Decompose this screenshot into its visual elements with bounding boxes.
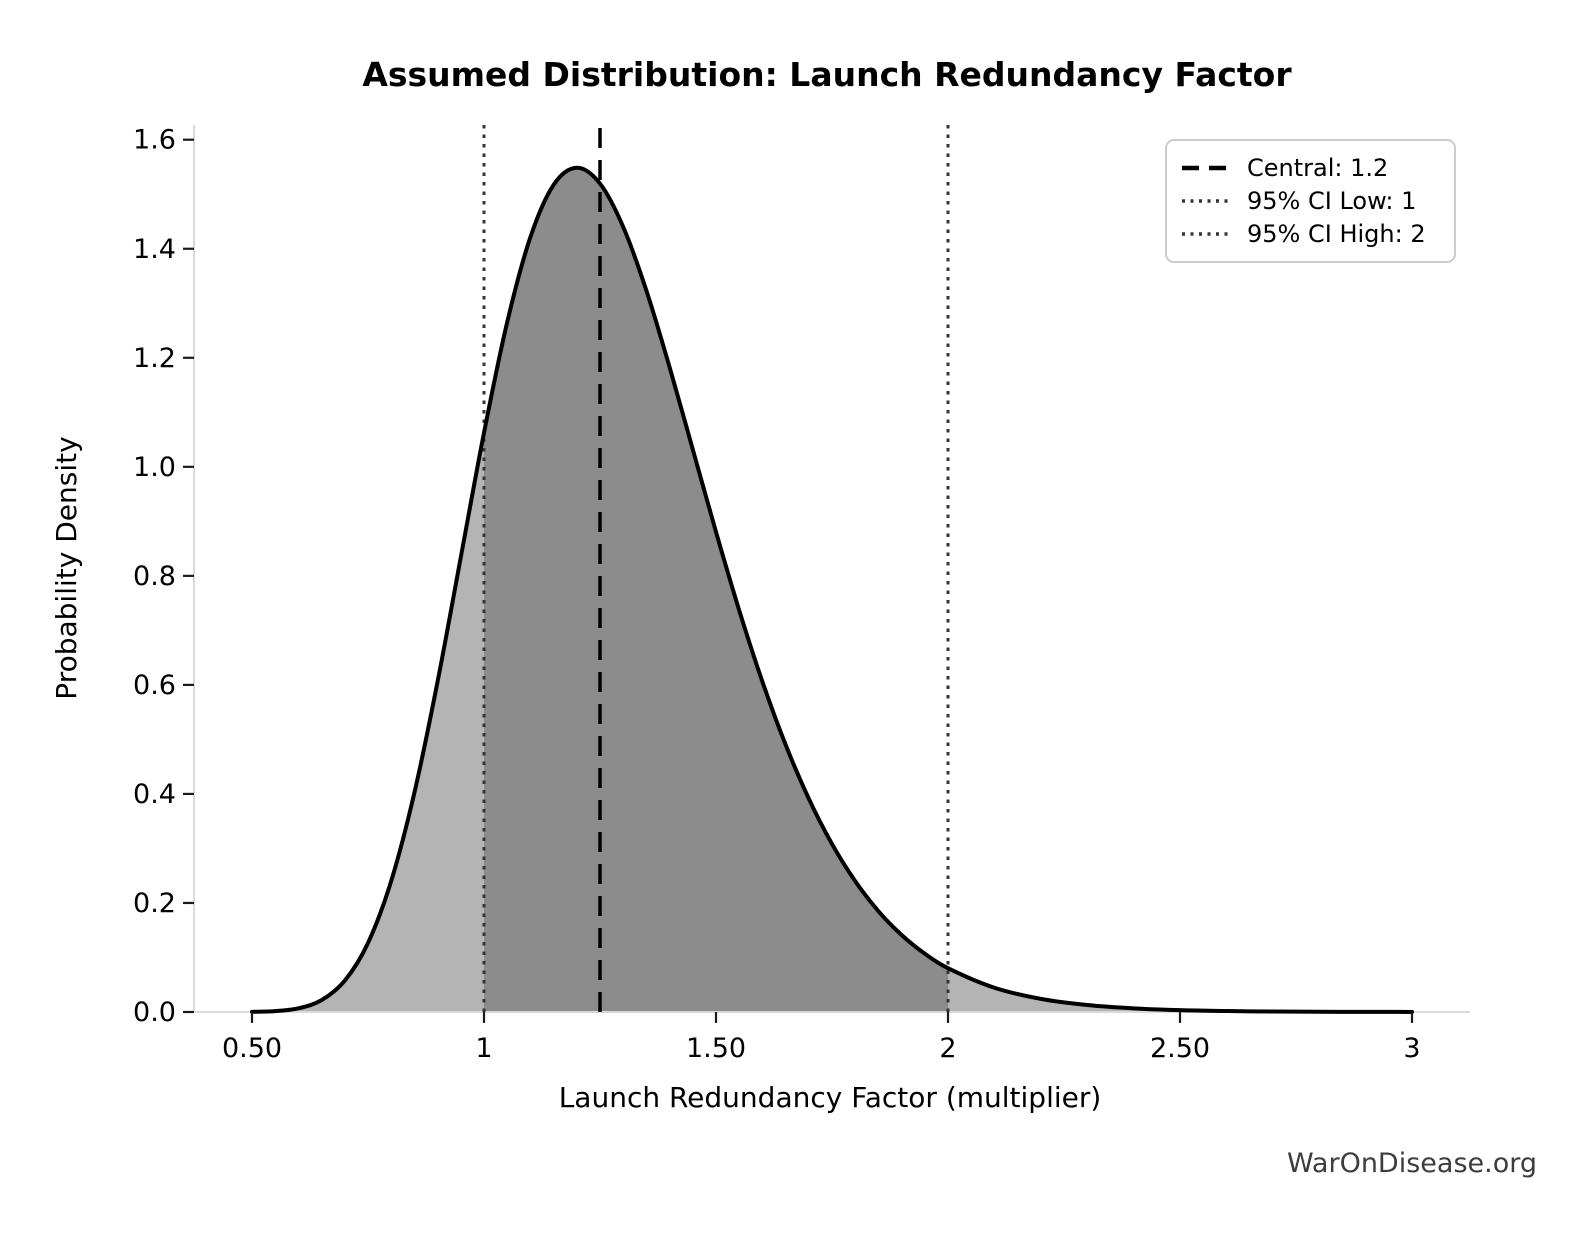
y-tick-label: 1.2 bbox=[133, 343, 176, 374]
legend-entry-ci-low: 95% CI Low: 1 bbox=[1180, 189, 1441, 213]
watermark: WarOnDisease.org bbox=[1287, 1148, 1537, 1179]
legend-entry-ci-high: 95% CI High: 2 bbox=[1180, 222, 1441, 246]
y-tick-label: 1.0 bbox=[133, 452, 176, 483]
x-tick-label: 1 bbox=[475, 1033, 492, 1064]
chart-title: Assumed Distribution: Launch Redundancy … bbox=[362, 55, 1292, 94]
density-curve bbox=[250, 165, 1414, 1014]
dotted-line-marker bbox=[1182, 199, 1230, 203]
y-tick-label: 1.6 bbox=[133, 125, 176, 156]
y-tick-label: 0.0 bbox=[133, 997, 176, 1028]
y-tick-label: 0.4 bbox=[133, 779, 176, 810]
x-tick-label: 2 bbox=[939, 1033, 956, 1064]
dotted-line-marker bbox=[1182, 232, 1230, 236]
ci-region-fill bbox=[484, 167, 948, 1012]
legend-label-ci-high: 95% CI High: 2 bbox=[1247, 220, 1426, 248]
y-tick-label: 1.4 bbox=[133, 234, 176, 265]
y-tick-label: 0.2 bbox=[133, 888, 176, 919]
legend: Central: 1.2 95% CI Low: 1 95% CI High: … bbox=[1165, 139, 1456, 263]
axes-ticks: 0.50 1 1.50 2 2.50 3 0.0 0.2 0.4 0.6 0.8 1.0 1.2 1.4 1… bbox=[133, 125, 1421, 1064]
legend-label-central: Central: 1.2 bbox=[1247, 154, 1389, 182]
legend-entry-central: Central: 1.2 bbox=[1180, 156, 1441, 180]
x-tick-label: 1.50 bbox=[686, 1033, 746, 1064]
legend-label-ci-low: 95% CI Low: 1 bbox=[1247, 187, 1417, 215]
x-tick-label: 0.50 bbox=[222, 1033, 282, 1064]
y-axis-label: Probability Density bbox=[50, 436, 83, 699]
y-tick-label: 0.8 bbox=[133, 561, 176, 592]
x-tick-label: 2.50 bbox=[1150, 1033, 1210, 1064]
dashed-line-marker bbox=[1182, 165, 1230, 171]
x-axis-label: Launch Redundancy Factor (multiplier) bbox=[559, 1081, 1102, 1114]
density-fills bbox=[252, 167, 1412, 1012]
reference-vlines bbox=[482, 125, 950, 1012]
x-tick-label: 3 bbox=[1403, 1033, 1420, 1064]
density-curve-layer bbox=[250, 165, 1414, 1014]
y-tick-label: 0.6 bbox=[133, 670, 176, 701]
